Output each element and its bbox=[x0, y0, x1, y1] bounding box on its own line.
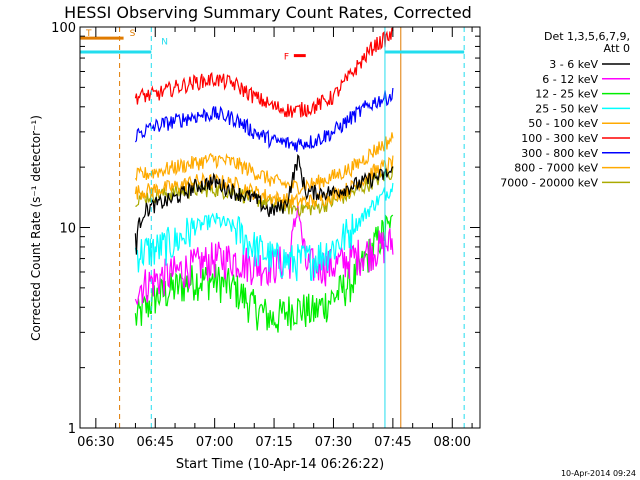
plot-timestamp: 10-Apr-2014 09:24 bbox=[561, 469, 636, 478]
legend-label-4: 50 - 100 keV bbox=[528, 117, 598, 130]
plot-area bbox=[134, 27, 394, 333]
legend-label-7: 800 - 7000 keV bbox=[514, 162, 598, 175]
series-line-5 bbox=[134, 27, 394, 118]
series-line-7 bbox=[134, 155, 394, 210]
x-tick-label-1: 06:45 bbox=[137, 435, 174, 450]
x-tick-label-3: 07:15 bbox=[255, 435, 292, 450]
legend-label-0: 3 - 6 keV bbox=[549, 58, 598, 71]
annotation-label-1: S bbox=[130, 29, 136, 39]
legend: Det 1,3,5,6,7,9,Att 0 3 - 6 keV 6 - 12 keV… bbox=[500, 30, 630, 189]
series-line-6 bbox=[134, 87, 394, 152]
axes: 1 10 100 06:30 06:45 07:00 07:15 07:30 07:45 08:0… bbox=[51, 21, 481, 450]
legend-header-0: Det 1,3,5,6,7,9, bbox=[544, 30, 630, 43]
y-tick-label-1: 10 bbox=[59, 222, 76, 237]
x-tick-label-5: 07:45 bbox=[374, 435, 411, 450]
y-tick-label-2: 100 bbox=[51, 21, 76, 36]
series-line-8 bbox=[135, 166, 394, 217]
series-line-4 bbox=[134, 132, 394, 195]
legend-label-1: 6 - 12 keV bbox=[542, 73, 598, 86]
annotation-label-3: F bbox=[284, 53, 289, 63]
chart-title: HESSI Observing Summary Count Rates, Cor… bbox=[64, 3, 472, 22]
y-axis-label: Corrected Count Rate (s⁻¹ detector⁻¹) bbox=[29, 115, 43, 341]
legend-header-1: Att 0 bbox=[604, 42, 630, 55]
x-tick-label-6: 08:00 bbox=[434, 435, 471, 450]
x-tick-label-2: 07:00 bbox=[196, 435, 233, 450]
legend-label-3: 25 - 50 keV bbox=[535, 102, 598, 115]
legend-label-2: 12 - 25 keV bbox=[535, 88, 598, 101]
y-tick-label-0: 1 bbox=[68, 422, 76, 437]
series-line-3 bbox=[134, 182, 394, 282]
annotation-label-2: N bbox=[161, 37, 168, 47]
x-tick-label-4: 07:30 bbox=[315, 435, 352, 450]
x-tick-label-0: 06:30 bbox=[77, 435, 114, 450]
legend-label-6: 300 - 800 keV bbox=[521, 147, 598, 160]
series-line-1 bbox=[134, 203, 394, 305]
legend-label-5: 100 - 300 keV bbox=[521, 132, 598, 145]
series-line-2 bbox=[134, 214, 394, 333]
legend-label-8: 7000 - 20000 keV bbox=[500, 176, 598, 189]
annotation-label-0: T bbox=[85, 29, 92, 39]
series-line-0 bbox=[134, 154, 394, 255]
x-axis-label: Start Time (10-Apr-14 06:26:22) bbox=[176, 457, 384, 472]
